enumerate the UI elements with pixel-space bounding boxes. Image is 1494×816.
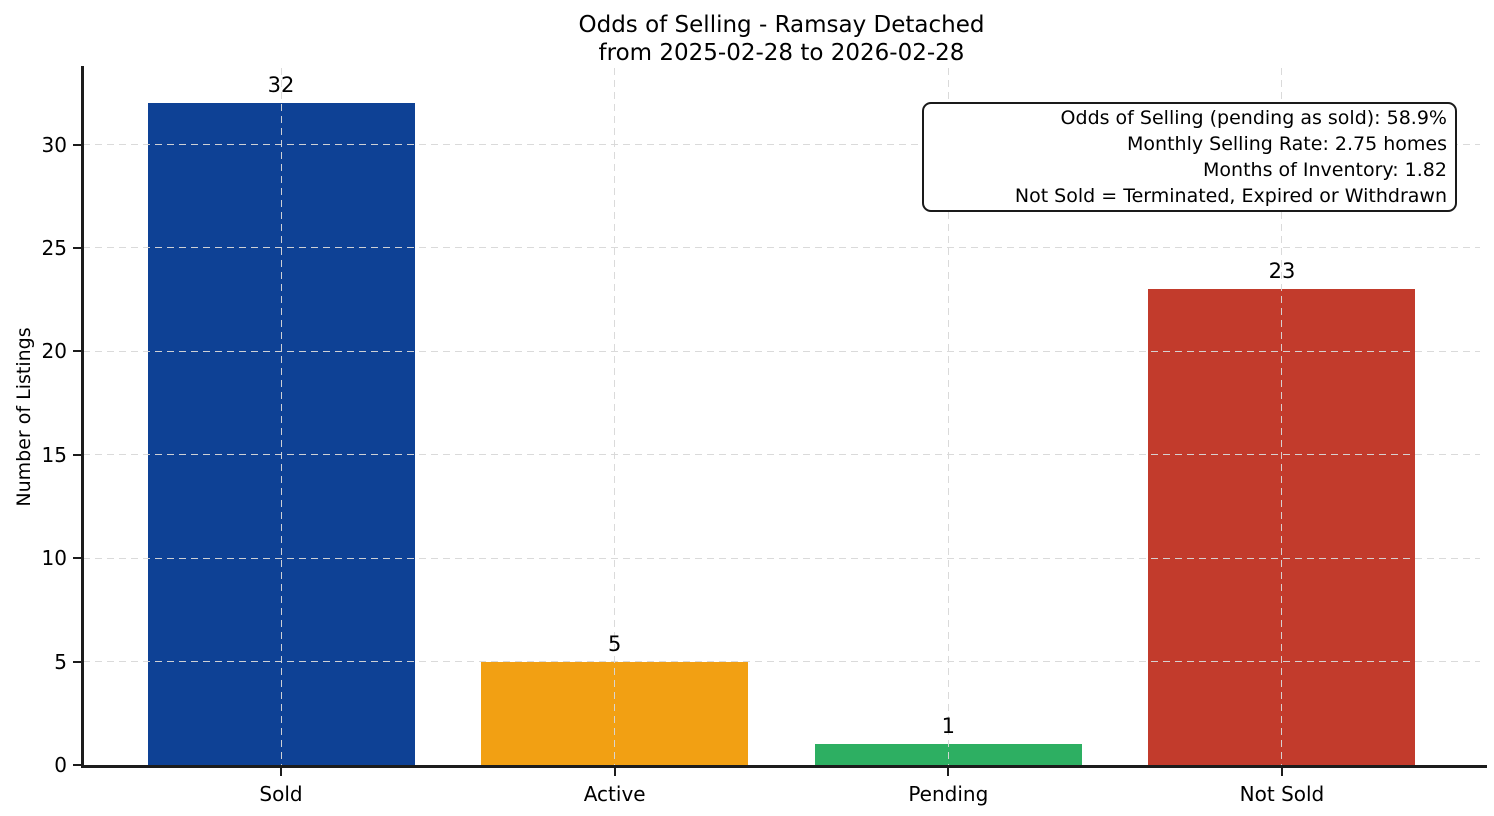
plot-area: 32 5 1 23 0 5 10 15 20 25 30 Sold Active Pending Not S… [42, 66, 1487, 806]
y-tick-mark [73, 557, 81, 560]
y-tick-mark [73, 660, 81, 663]
gridline-vertical [947, 68, 949, 765]
y-tick-label: 30 [41, 132, 67, 157]
gridline-vertical [614, 68, 616, 765]
stats-annotation-box: Odds of Selling (pending as sold): 58.9%… [922, 102, 1457, 212]
y-tick-mark [73, 143, 81, 146]
chart-title-block: Odds of Selling - Ramsay Detached from 2… [83, 11, 1480, 67]
y-tick-label: 0 [54, 753, 67, 777]
y-tick-label: 20 [41, 339, 67, 364]
x-tick-label-active: Active [583, 782, 646, 806]
y-tick-mark [73, 453, 81, 456]
y-tick-label: 5 [54, 649, 67, 674]
bar-value-label: 23 [1268, 259, 1296, 284]
y-axis-spine [81, 66, 84, 767]
x-axis-spine [81, 765, 1487, 768]
annotation-line-rate: Monthly Selling Rate: 2.75 homes [1127, 133, 1447, 155]
y-tick-label: 15 [41, 442, 67, 467]
annotation-line-odds: Odds of Selling (pending as sold): 58.9% [1060, 107, 1447, 129]
annotation-line-notsold-def: Not Sold = Terminated, Expired or Withdr… [1014, 185, 1447, 207]
gridline-horizontal [83, 144, 1480, 146]
x-tick-label-pending: Pending [908, 782, 989, 806]
gridline-horizontal [83, 454, 1480, 456]
bar-value-label: 1 [941, 714, 955, 739]
gridline-vertical [280, 68, 282, 765]
x-tick-mark [1280, 768, 1283, 776]
annotation-line-inventory: Months of Inventory: 1.82 [1203, 159, 1447, 181]
bar-value-label: 32 [267, 73, 295, 98]
x-tick-label-not-sold: Not Sold [1239, 782, 1325, 806]
bar-value-label: 5 [607, 631, 622, 656]
gridline-vertical [1281, 68, 1283, 765]
gridline-horizontal [83, 247, 1480, 249]
gridline-horizontal [83, 661, 1480, 663]
chart-subtitle: from 2025-02-28 to 2026-02-28 [598, 40, 965, 66]
y-tick-mark [73, 246, 81, 249]
gridline-horizontal [83, 350, 1480, 352]
y-tick-label: 25 [41, 235, 67, 260]
y-tick-mark [73, 764, 81, 766]
gridline-horizontal [83, 557, 1480, 559]
x-tick-mark [947, 768, 950, 776]
y-tick-mark [73, 350, 81, 353]
x-tick-mark [613, 768, 616, 776]
chart-title: Odds of Selling - Ramsay Detached [578, 12, 985, 38]
x-tick-mark [280, 768, 282, 776]
x-tick-label-sold: Sold [259, 782, 303, 806]
y-tick-label: 10 [41, 546, 67, 571]
